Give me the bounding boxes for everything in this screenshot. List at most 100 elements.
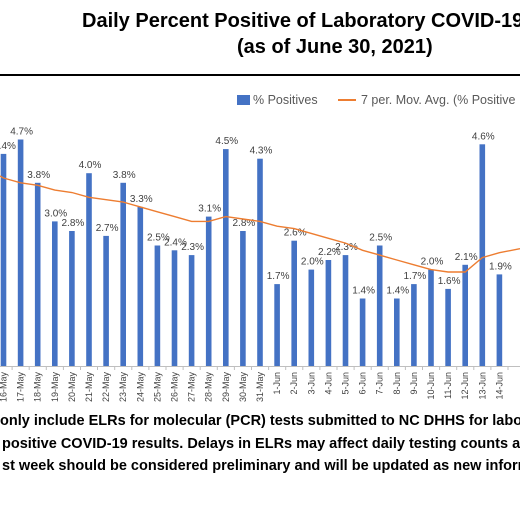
bar <box>154 245 161 366</box>
x-tick-label: 8-Jun <box>392 372 402 395</box>
bar <box>342 255 349 366</box>
bar <box>445 288 451 366</box>
data-label: 3.0% <box>44 208 67 219</box>
data-label: 1.4% <box>352 286 375 297</box>
bar <box>103 235 109 366</box>
x-tick-label: 2-Jun <box>289 372 299 395</box>
bar <box>120 182 126 366</box>
x-tick-label: 6-Jun <box>358 372 368 395</box>
title-divider <box>0 74 520 76</box>
x-tick-label: 11-Jun <box>443 372 453 399</box>
bar <box>291 240 297 366</box>
moving-average-line-start <box>0 175 4 179</box>
x-tick-label: 24-May <box>135 372 145 403</box>
x-tick-label: 30-May <box>238 372 248 403</box>
x-tick-label: 22-May <box>101 372 111 403</box>
data-label: 1.7% <box>404 271 427 282</box>
x-tick-label: 31-May <box>255 372 265 403</box>
bar <box>188 255 195 366</box>
footnote-line1: only include ELRs for molecular (PCR) te… <box>0 413 520 429</box>
x-tick-label: 4-Jun <box>323 372 333 395</box>
bar <box>274 284 280 366</box>
bar <box>205 216 212 366</box>
bar <box>52 221 58 366</box>
bar <box>462 264 468 366</box>
x-tick-label: 3-Jun <box>306 372 316 395</box>
data-label: 4.5% <box>215 136 238 147</box>
data-label: 2.6% <box>284 228 307 239</box>
x-tick-label: 27-May <box>187 372 197 403</box>
data-label: 2.3% <box>181 242 204 253</box>
bar <box>257 158 263 366</box>
x-tick-label: 18-May <box>33 372 43 403</box>
x-axis: 16-May 17-May 18-May 19-May 20-May 21-May 22-M… <box>0 366 520 402</box>
x-tick-label: 28-May <box>204 372 214 403</box>
bar-line-chart: % Positives 7 per. Mov. Avg. (% Positive… <box>0 93 520 402</box>
legend: % Positives 7 per. Mov. Avg. (% Positive <box>237 93 516 107</box>
x-tick-label: 9-Jun <box>409 372 419 395</box>
data-label: 1.6% <box>438 276 461 287</box>
bar <box>69 231 75 366</box>
data-label: 2.3% <box>335 242 358 253</box>
bar <box>325 260 332 366</box>
x-tick-label: 29-May <box>221 372 231 403</box>
bar <box>376 245 383 366</box>
x-tick-label: 23-May <box>118 372 128 403</box>
data-label: 2.8% <box>62 218 85 229</box>
data-label: 4.6% <box>472 131 495 142</box>
data-label: 2.1% <box>455 252 478 263</box>
bar <box>394 298 400 366</box>
bar <box>34 182 41 366</box>
data-label: 2.0% <box>421 257 444 268</box>
plot-area: 4.4% 4.7% 3.8% 3.0%2.8% 4.0% 2.7% 3.8% 3.3% 2.5%… <box>0 127 520 366</box>
legend-line-label: 7 per. Mov. Avg. (% Positive <box>361 93 516 107</box>
bar <box>479 144 486 366</box>
bar <box>428 269 434 366</box>
data-label: 4.4% <box>0 141 16 152</box>
data-label: 3.8% <box>113 170 136 181</box>
chart-title-line1: Daily Percent Positive of Laboratory COV… <box>82 10 520 32</box>
x-tick-label: 1-Jun <box>272 372 282 395</box>
data-label: 2.7% <box>96 223 119 234</box>
bar <box>17 139 24 366</box>
bar <box>359 298 366 366</box>
bar <box>411 284 417 366</box>
x-tick-label: 19-May <box>50 372 60 403</box>
x-tick-label: 13-Jun <box>477 372 487 400</box>
footnote-line3: st week should be considered preliminary… <box>2 458 520 474</box>
x-tick-label: 5-Jun <box>341 372 351 395</box>
data-label: 3.8% <box>27 170 50 181</box>
legend-bar-swatch <box>237 95 250 105</box>
legend-bar-label: % Positives <box>253 93 318 107</box>
x-tick-label: 20-May <box>67 372 77 403</box>
x-tick-label: 21-May <box>84 372 94 403</box>
x-tick-label: 16-May <box>0 372 9 403</box>
data-label: 3.3% <box>130 194 153 205</box>
data-label: 4.0% <box>79 160 102 171</box>
data-label: 1.4% <box>386 286 409 297</box>
x-tick-label: 25-May <box>152 372 162 403</box>
x-tick-label: 14-Jun <box>494 372 504 400</box>
data-label: 2.5% <box>147 233 170 244</box>
bar <box>0 153 7 366</box>
data-label: 4.3% <box>250 146 273 157</box>
data-label: 2.0% <box>301 257 324 268</box>
bar <box>171 250 178 366</box>
bar <box>86 173 92 366</box>
data-label: 2.5% <box>369 233 392 244</box>
bar <box>308 269 315 366</box>
x-tick-label: 26-May <box>170 372 180 403</box>
data-label: 1.7% <box>267 271 290 282</box>
bar <box>137 206 144 366</box>
moving-average-line <box>3 177 520 273</box>
bar <box>240 231 246 366</box>
footnote-line2: positive COVID-19 results. Delays in ELR… <box>2 436 520 452</box>
bar <box>223 149 229 366</box>
data-label: 4.7% <box>10 127 33 138</box>
chart-title-line2: (as of June 30, 2021) <box>237 36 433 58</box>
data-label: 3.1% <box>198 204 221 215</box>
x-tick-label: 7-Jun <box>375 372 385 395</box>
x-tick-label: 10-Jun <box>426 372 436 400</box>
bar <box>496 274 503 366</box>
data-label: 2.4% <box>164 237 187 248</box>
